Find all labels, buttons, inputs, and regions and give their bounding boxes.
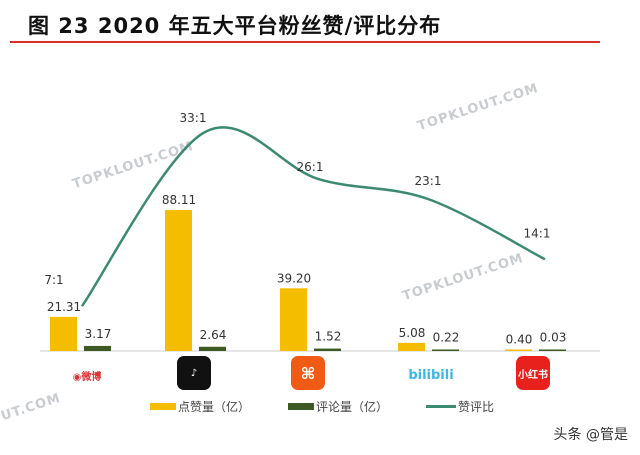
- comment-label: 2.64: [200, 328, 227, 342]
- comment-label: 0.22: [433, 331, 460, 345]
- chart-svg: 21.31 3.17 88.11 2.64 39.20 1.52 5.08 0.22 0.40 0…: [40, 111, 600, 352]
- comment-label: 3.17: [85, 327, 112, 341]
- legend-ratio: 赞评比: [426, 398, 494, 415]
- legend-comments: 评论量（亿）: [288, 398, 388, 415]
- like-bar: [165, 210, 192, 351]
- comment-bar: [84, 345, 111, 351]
- comment-bar: [539, 349, 566, 351]
- legend: 点赞量（亿） 评论量（亿） 赞评比: [150, 398, 494, 415]
- comment-label: 0.03: [540, 331, 567, 345]
- like-label: 5.08: [399, 326, 426, 340]
- like-bar: [50, 316, 77, 351]
- like-label: 0.40: [506, 333, 533, 347]
- like-bar: [398, 342, 425, 351]
- ratio-label: 33:1: [180, 111, 207, 125]
- like-bar: [280, 288, 307, 351]
- like-label: 88.11: [162, 193, 196, 207]
- legend-likes: 点赞量（亿）: [150, 398, 250, 415]
- like-label: 39.20: [277, 271, 311, 285]
- kuaishou-logo-icon: ⌘: [291, 356, 325, 390]
- comment-label: 1.52: [315, 330, 342, 344]
- credit-text: 头条 @管是: [553, 427, 628, 443]
- title-underline: [10, 41, 600, 43]
- comment-bar: [314, 348, 341, 351]
- ratio-line: [80, 126, 546, 307]
- ratio-label: 7:1: [44, 273, 63, 287]
- ratio-label: 14:1: [524, 226, 551, 240]
- comment-bar: [432, 349, 459, 351]
- ratio-label: 23:1: [415, 174, 442, 188]
- bilibili-logo-icon: bilibili: [408, 367, 454, 383]
- like-bar: [505, 349, 532, 351]
- ratio-label: 26:1: [297, 160, 324, 174]
- douyin-logo-icon: ♪: [177, 356, 211, 390]
- comment-bar: [199, 346, 226, 351]
- like-label: 21.31: [47, 300, 81, 314]
- xiaohongshu-logo-icon: 小红书: [516, 356, 550, 390]
- chart-title: 图 23 2020 年五大平台粉丝赞/评比分布: [28, 14, 442, 38]
- weibo-logo-icon: ◉微博: [72, 371, 102, 383]
